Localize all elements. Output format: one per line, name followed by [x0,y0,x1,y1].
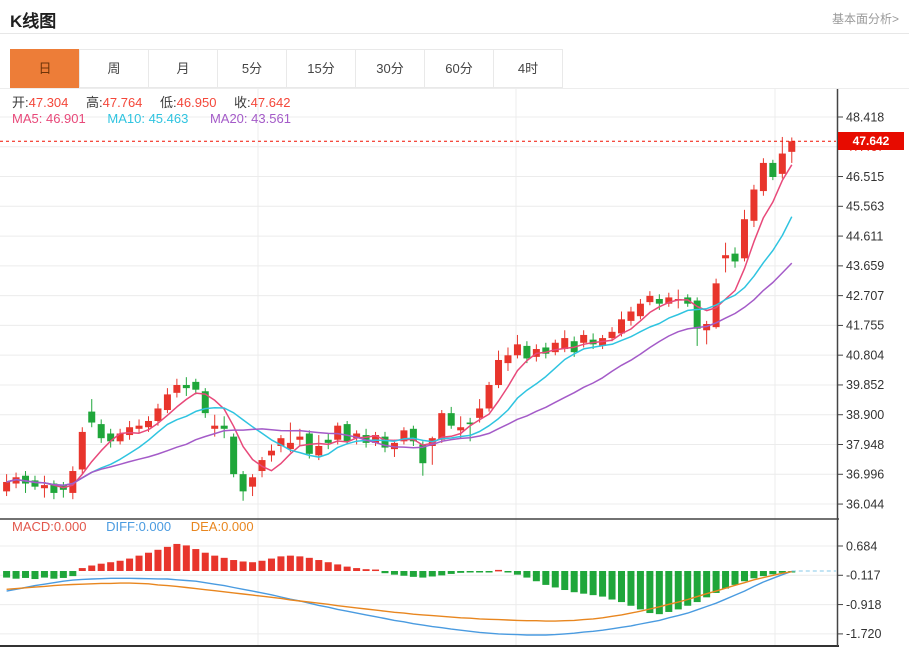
svg-text:42.707: 42.707 [846,289,884,303]
svg-text:0.684: 0.684 [846,539,877,553]
ma20-value: MA20: 43.561 [209,111,291,126]
high-value: 高:47.764 [86,95,143,110]
tab-30min[interactable]: 30分 [355,49,425,88]
svg-text:40.804: 40.804 [846,348,884,362]
svg-text:37.948: 37.948 [846,438,884,452]
macd-value: MACD:0.000 [12,519,87,534]
dea-value: DEA:0.000 [190,519,254,534]
page-header: K线图 基本面分析> [0,0,909,34]
ma10-value: MA10: 45.463 [107,111,189,126]
ohlc-info-row: 开:47.304 高:47.764 低:46.950 收:47.642 [12,92,304,111]
page-title: K线图 [10,12,57,31]
tab-day[interactable]: 日 [10,49,80,88]
svg-text:43.659: 43.659 [846,259,884,273]
fundamental-analysis-link[interactable]: 基本面分析> [831,12,899,26]
tab-15min[interactable]: 15分 [286,49,356,88]
close-value: 收:47.642 [234,95,291,110]
ma-info-row: MA5: 46.901 MA10: 45.463 MA20: 43.561 [12,111,309,126]
tab-5min[interactable]: 5分 [217,49,287,88]
tab-week[interactable]: 周 [79,49,149,88]
open-value: 开:47.304 [12,95,69,110]
kline-chart[interactable]: 36.044 36.996 37.948 38.900 39.852 40.804 41.7… [0,89,909,649]
svg-text:38.900: 38.900 [846,408,884,422]
svg-text:-0.918: -0.918 [846,598,881,612]
tab-4hour[interactable]: 4时 [493,49,563,88]
diff-value: DIFF:0.000 [106,519,172,534]
svg-text:39.852: 39.852 [846,378,884,392]
tab-60min[interactable]: 60分 [424,49,494,88]
macd-info-row: MACD:0.000 DIFF:0.000 DEA:0.000 [12,519,270,534]
svg-text:36.996: 36.996 [846,468,884,482]
svg-text:-0.117: -0.117 [846,569,881,583]
svg-text:45.563: 45.563 [846,200,884,214]
tab-month[interactable]: 月 [148,49,218,88]
chart-area: 36.044 36.996 37.948 38.900 39.852 40.804 41.7… [0,89,909,649]
low-value: 低:46.950 [160,95,217,110]
interval-tab-bar: 日 周 月 5分 15分 30分 60分 4时 [0,49,909,89]
svg-text:44.611: 44.611 [846,229,883,243]
svg-text:36.044: 36.044 [846,497,884,511]
svg-text:48.418: 48.418 [846,110,884,124]
svg-text:46.515: 46.515 [846,170,884,184]
current-price-badge: 47.642 [838,132,904,150]
ma5-value: MA5: 46.901 [12,111,86,126]
svg-text:-1.720: -1.720 [846,627,881,641]
svg-text:41.755: 41.755 [846,319,884,333]
